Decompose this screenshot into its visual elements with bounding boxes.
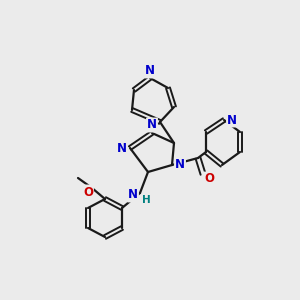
Text: O: O <box>83 185 93 199</box>
Text: H: H <box>142 195 150 205</box>
Text: N: N <box>128 188 138 202</box>
Text: N: N <box>117 142 127 154</box>
Text: N: N <box>227 113 237 127</box>
Text: N: N <box>145 64 155 77</box>
Text: O: O <box>204 172 214 185</box>
Text: N: N <box>175 158 185 172</box>
Text: N: N <box>147 118 157 131</box>
